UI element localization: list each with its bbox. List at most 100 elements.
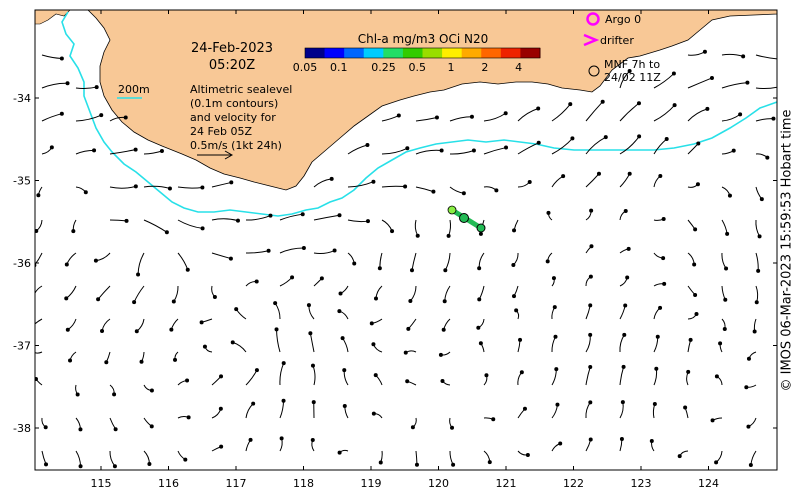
velocity-arrow [381, 146, 410, 155]
velocity-arrow [449, 417, 455, 430]
velocity-arrow [619, 171, 632, 188]
velocity-arrow [177, 378, 190, 386]
velocity-arrow [511, 285, 519, 299]
velocity-arrow [202, 344, 213, 353]
colorbar-tick-label: 1 [448, 61, 455, 74]
velocity-arrow [687, 182, 700, 188]
velocity-arrow [585, 303, 593, 320]
velocity-arrow [477, 285, 485, 302]
velocity-arrow [171, 285, 179, 304]
velocity-arrow [754, 285, 759, 305]
velocity-arrow [653, 366, 659, 386]
velocity-arrow [517, 337, 523, 353]
velocity-arrow [677, 450, 689, 459]
description-block: Altimetric sealevel (0.1m contours) and … [190, 83, 292, 152]
velocity-arrow [409, 252, 417, 273]
velocity-arrow [177, 450, 188, 462]
velocity-arrow [653, 334, 660, 353]
velocity-arrow [139, 351, 145, 364]
velocity-arrow [340, 336, 349, 353]
velocity-arrow [551, 367, 559, 386]
velocity-arrow [75, 113, 104, 122]
velocity-arrow [551, 174, 566, 188]
velocity-arrow [65, 318, 77, 332]
velocity-arrow [177, 185, 205, 190]
velocity-arrow [449, 114, 474, 122]
colorbar-segment [461, 48, 482, 58]
velocity-arrow [96, 285, 111, 302]
velocity-arrow [619, 68, 632, 89]
velocity-arrow [35, 376, 43, 386]
velocity-arrow [517, 106, 541, 122]
velocity-arrow [279, 436, 284, 452]
velocity-arrow [619, 134, 642, 155]
velocity-arrow [381, 184, 408, 189]
velocity-arrow [415, 148, 444, 155]
velocity-arrow [748, 450, 757, 467]
velocity-arrow [211, 406, 223, 419]
velocity-arrow [143, 219, 169, 235]
velocity-arrow [449, 186, 466, 196]
velocity-arrow [36, 186, 43, 198]
velocity-arrow [245, 437, 253, 452]
colorbar-tick-label: 0.1 [330, 61, 348, 74]
velocity-arrow [143, 149, 164, 155]
velocity-arrow [71, 219, 77, 234]
plot-frame [34, 9, 778, 471]
isobath-label: 200m [118, 83, 150, 96]
velocity-arrow [410, 417, 417, 430]
velocity-arrow [752, 318, 757, 334]
velocity-arrow [483, 111, 508, 122]
velocity-arrow [169, 318, 179, 332]
track-point [459, 213, 469, 223]
velocity-arrow [342, 368, 349, 386]
velocity-arrow [245, 279, 259, 287]
velocity-arrow [721, 80, 750, 89]
velocity-arrow [245, 213, 273, 221]
velocity-arrow [653, 281, 667, 287]
velocity-arrow [75, 417, 83, 432]
velocity-arrow [551, 276, 556, 287]
velocity-arrow [721, 219, 730, 236]
description-line: Altimetric sealevel [190, 83, 292, 96]
velocity-arrow [347, 252, 357, 266]
velocity-arrow [755, 116, 776, 122]
velocity-arrow [143, 384, 154, 393]
latitude-axis: -34 -35 -36 -37 -38 [13, 92, 777, 435]
velocity-arrow [68, 351, 77, 363]
lon-tick-label: 120 [428, 477, 449, 490]
velocity-arrow [381, 113, 401, 122]
velocity-arrow [551, 305, 557, 320]
velocity-arrow [279, 246, 306, 254]
longitude-axis: 115 116 117 118 119 120 121 122 123 124 [91, 10, 719, 490]
velocity-arrow [710, 417, 723, 423]
velocity-arrow [476, 318, 485, 330]
velocity-arrow [546, 210, 553, 221]
lon-tick-label: 123 [631, 477, 652, 490]
velocity-arrow [551, 334, 558, 353]
velocity-arrow [308, 331, 315, 353]
velocity-arrow [517, 140, 541, 155]
velocity-arrow [755, 186, 764, 202]
mnf-marker-icon [588, 65, 600, 77]
velocity-arrow [75, 450, 83, 469]
velocity-arrow [104, 351, 111, 365]
velocity-arrow [109, 417, 118, 432]
velocity-arrow [686, 369, 691, 386]
velocity-arrow [414, 450, 419, 467]
colorbar-segment [324, 48, 345, 58]
velocity-arrow [313, 176, 334, 188]
velocity-arrow [517, 370, 524, 386]
coast-fragment [35, 10, 71, 25]
velocity-arrow [199, 318, 213, 325]
velocity-arrow [746, 417, 757, 429]
velocity-arrow [619, 303, 628, 320]
velocity-arrow [143, 417, 154, 429]
velocity-arrow [545, 252, 553, 264]
velocity-arrow [381, 219, 395, 234]
velocity-arrow [245, 248, 271, 254]
velocity-arrow [310, 437, 315, 452]
velocity-arrow [64, 285, 77, 301]
velocity-arrow [234, 307, 247, 320]
argo-label: Argo 0 [605, 13, 641, 26]
